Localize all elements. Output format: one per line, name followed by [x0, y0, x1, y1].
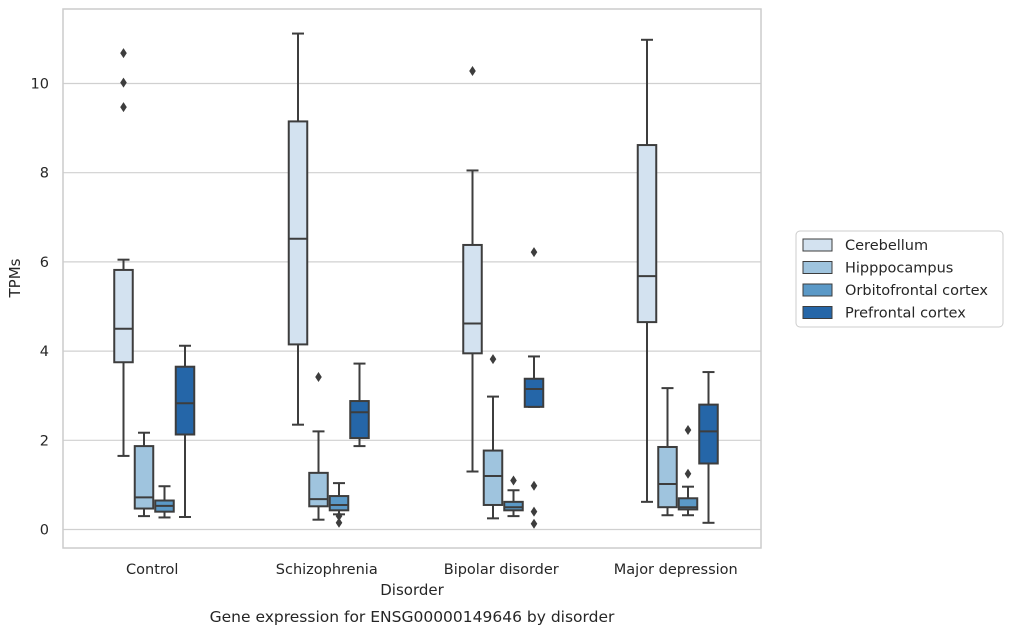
- outlier-point: [684, 468, 692, 479]
- y-tick-labels: 0 2 4 6 8 10: [31, 77, 49, 539]
- x-tick-label: Bipolar disorder: [444, 562, 559, 578]
- y-tick-label: 6: [40, 255, 49, 271]
- box-group: [503, 475, 524, 518]
- x-tick-label: Schizophrenia: [276, 562, 378, 578]
- box: [349, 400, 370, 440]
- y-tick-label: 10: [31, 77, 49, 93]
- legend: Cerebellum Hipppocampus Orbitofrontal cort…: [795, 230, 1004, 328]
- box-group: [636, 38, 658, 503]
- box-group: [349, 362, 370, 448]
- outlier-point: [530, 480, 538, 491]
- box: [133, 445, 155, 510]
- box-group: [154, 485, 175, 519]
- box: [462, 243, 483, 355]
- y-tick-label: 2: [40, 433, 49, 449]
- legend-swatch: [802, 306, 833, 319]
- box-group: [482, 354, 504, 520]
- y-tick-label: 0: [40, 523, 49, 539]
- outlier-point: [510, 475, 517, 486]
- box: [113, 268, 134, 364]
- outlier-point: [315, 371, 322, 382]
- box-group: [523, 247, 545, 529]
- x-tick-label: Major depression: [614, 562, 738, 578]
- y-axis-title: TPMs: [6, 258, 24, 298]
- box-group: [174, 344, 196, 519]
- outlier-point: [335, 511, 343, 522]
- series-cerebellum: [113, 32, 658, 503]
- series-prefrontal-cortex: [174, 247, 719, 529]
- box: [287, 120, 309, 346]
- box-group: [113, 48, 134, 457]
- outlier-point: [469, 66, 476, 77]
- box-group: [133, 431, 155, 518]
- outlier-point: [489, 354, 497, 365]
- box-group: [698, 371, 719, 524]
- legend-label: Cerebellum: [845, 238, 928, 254]
- box: [698, 403, 719, 465]
- legend-label: Hipppocampus: [845, 261, 953, 277]
- grid-lines: [63, 82, 761, 531]
- box-group: [287, 32, 309, 426]
- plot-area-border: [62, 8, 762, 549]
- box-group: [657, 387, 678, 517]
- outlier-point: [530, 247, 538, 258]
- series-hipppocampus: [133, 354, 678, 521]
- legend-swatch: [802, 283, 833, 297]
- chart-caption: Gene expression for ENSG00000149646 by d…: [210, 608, 615, 626]
- box: [174, 365, 196, 436]
- outlier-point: [120, 48, 127, 59]
- legend-swatch: [802, 261, 833, 274]
- legend-swatch: [802, 238, 833, 252]
- outlier-point: [120, 102, 127, 113]
- box: [503, 500, 524, 512]
- outlier-point: [530, 506, 538, 517]
- x-tick-label: Control: [126, 562, 178, 578]
- box: [482, 449, 504, 506]
- box: [677, 497, 699, 511]
- plot-frame: [62, 8, 762, 549]
- x-axis-title: Disorder: [380, 581, 444, 599]
- box-series: [113, 32, 719, 529]
- box: [308, 471, 329, 508]
- box: [657, 445, 678, 509]
- series-orbitofrontal-cortex: [154, 425, 699, 528]
- legend-label: Orbitofrontal cortex: [845, 283, 988, 299]
- y-tick-label: 4: [40, 344, 49, 360]
- outlier-point: [335, 517, 343, 528]
- box: [328, 495, 350, 512]
- box: [523, 377, 545, 408]
- y-tick-label: 8: [40, 166, 49, 182]
- x-tick-labels: Control Schizophrenia Bipolar disorder Majo…: [126, 562, 738, 578]
- box-group: [462, 66, 483, 473]
- box: [636, 144, 658, 324]
- box-group: [308, 371, 329, 521]
- box-group: [328, 482, 350, 528]
- legend-frame: [795, 230, 1004, 328]
- box-group: [677, 425, 699, 517]
- legend-label: Prefrontal cortex: [845, 306, 966, 322]
- outlier-point: [684, 425, 692, 436]
- outlier-point: [530, 518, 538, 529]
- outlier-point: [120, 77, 127, 88]
